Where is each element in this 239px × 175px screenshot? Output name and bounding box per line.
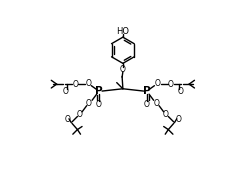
Text: O: O [96,100,102,109]
Text: P: P [143,86,151,96]
Text: O: O [62,87,68,96]
Text: O: O [72,80,78,89]
Text: O: O [155,79,160,88]
Text: O: O [163,110,169,120]
Text: O: O [85,79,91,88]
Text: O: O [65,115,70,124]
Text: P: P [95,86,103,96]
Text: O: O [120,65,126,74]
Text: O: O [178,87,184,96]
Text: HO: HO [116,27,129,36]
Text: O: O [175,115,181,124]
Text: O: O [77,110,83,120]
Text: O: O [154,99,160,108]
Text: O: O [86,99,92,108]
Text: O: O [168,80,174,89]
Text: O: O [144,100,150,109]
